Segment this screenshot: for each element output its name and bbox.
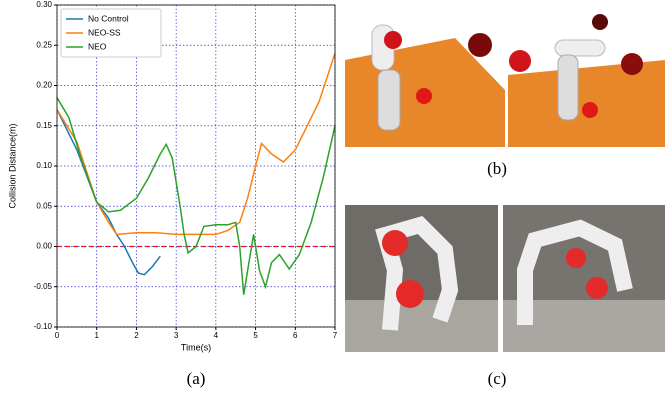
y-tick-label: 0.25	[36, 40, 52, 49]
obstacle	[468, 33, 492, 57]
obstacle	[592, 14, 608, 30]
robot-arm	[375, 216, 459, 331]
caption: (c)	[488, 369, 507, 388]
chart: -0.10 -0.05 0.00 0.05 0.10 0.15 0.20 0.25 0.30 0 1…	[7, 0, 337, 352]
obstacle	[384, 31, 402, 49]
obstacle	[416, 88, 432, 104]
x-tick-label: 7	[333, 331, 338, 340]
obstacle	[509, 50, 531, 72]
legend-label: NEO-SS	[88, 27, 121, 37]
y-axis-label: Collision Distance(m)	[7, 123, 17, 208]
robot	[557, 54, 579, 121]
plot-frame	[56, 4, 336, 328]
obstacle	[582, 102, 598, 118]
x-tick-label: 0	[55, 331, 60, 340]
robot	[377, 69, 401, 131]
x-tick-label: 5	[253, 331, 258, 340]
x-tick-label: 2	[134, 331, 139, 340]
robot-arm	[517, 219, 633, 325]
y-tick-label: 0.00	[36, 242, 52, 251]
series-line	[56, 53, 336, 236]
caption: (b)	[487, 159, 507, 178]
x-tick-label: 6	[293, 331, 298, 340]
ball	[566, 248, 586, 268]
sim-images	[345, 0, 665, 147]
photos	[345, 205, 665, 352]
legend-box	[60, 8, 162, 58]
y-tick-label: 0.20	[36, 81, 52, 90]
y-tick-label: 0.05	[36, 201, 52, 210]
photo-floor	[345, 300, 498, 352]
series-line	[56, 97, 336, 295]
y-tick-label: -0.10	[34, 322, 53, 331]
robot	[554, 39, 606, 57]
ball	[382, 230, 408, 256]
legend-label: No Control	[88, 13, 129, 23]
legend-label: NEO	[88, 41, 107, 51]
x-axis-label: Time(s)	[181, 342, 211, 352]
y-tick-label: 0.10	[36, 161, 52, 170]
x-tick-label: 1	[94, 331, 99, 340]
y-tick-label: -0.05	[34, 282, 53, 291]
x-tick-label: 4	[214, 331, 219, 340]
y-tick-label: 0.15	[36, 121, 52, 130]
caption: (a)	[187, 369, 206, 388]
x-tick-label: 3	[174, 331, 179, 340]
ball	[396, 280, 424, 308]
obstacle	[621, 53, 643, 75]
ball	[586, 277, 608, 299]
y-tick-label: 0.30	[36, 0, 52, 9]
